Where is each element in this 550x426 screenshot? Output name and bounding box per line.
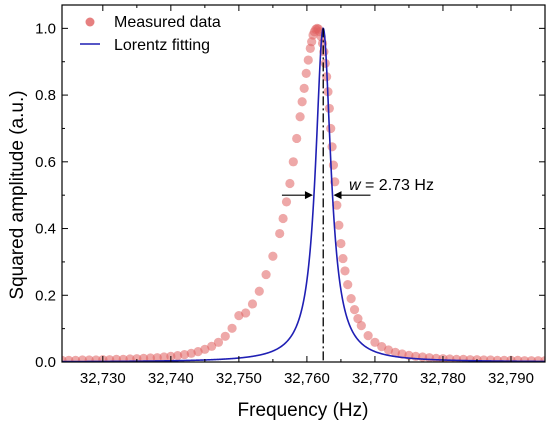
data-point [227,324,236,333]
data-point [350,305,359,314]
data-point [285,179,294,188]
data-point [326,124,335,133]
data-point [340,266,349,275]
plot-frame [62,5,545,362]
width-arrow-right-head [334,191,342,199]
data-point [327,142,336,151]
legend-label-measured: Measured data [114,14,221,31]
x-tick-label: 32,750 [216,370,262,387]
data-point [255,287,264,296]
plot-content [57,24,549,366]
y-tick-label: 0.2 [35,287,56,304]
width-annotation: w = 2.73 Hz [282,177,434,199]
data-point [336,239,345,248]
data-point [289,157,298,166]
data-point [248,299,257,308]
data-point [302,69,311,78]
x-tick-label: 32,790 [488,370,534,387]
data-point [347,294,356,303]
data-point [221,332,230,341]
data-point [241,308,250,317]
x-tick-label: 32,760 [284,370,330,387]
x-tick-label: 32,780 [420,370,466,387]
data-point [321,59,330,68]
legend-label-lorentz: Lorentz fitting [114,37,210,54]
data-point [261,270,270,279]
y-axis-title: Squared amplitude (a.u.) [7,90,28,299]
width-label-value: = 2.73 Hz [361,177,434,194]
y-tick-label: 0.8 [35,87,56,104]
data-point [275,229,284,238]
y-tick-label: 1.0 [35,20,56,37]
width-annotation-label: w = 2.73 Hz [349,177,434,194]
legend: Measured data Lorentz fitting [80,14,221,54]
data-point [292,134,301,143]
data-point [295,112,304,121]
x-tick-label: 32,770 [352,370,398,387]
data-point [304,55,313,64]
y-tick-label: 0.6 [35,154,56,171]
data-point [298,97,307,106]
data-point [282,197,291,206]
data-point [268,252,277,261]
data-point [338,254,347,263]
data-point [334,221,343,230]
y-tick-label: 0.0 [35,354,56,371]
data-point [357,321,366,330]
width-arrow-left-head [305,191,313,199]
axes: 32,730 32,740 32,750 32,760 32,770 32,780 32,7… [35,5,545,387]
plot-area [57,24,549,366]
x-tick-label: 32,730 [80,370,126,387]
y-tick-label: 0.4 [35,221,56,238]
x-tick-label: 32,740 [148,370,194,387]
x-axis-title: Frequency (Hz) [238,400,369,421]
data-point [343,280,352,289]
data-point [278,214,287,223]
legend-marker-measured [86,18,95,27]
data-point [300,84,309,93]
data-point [364,331,373,340]
